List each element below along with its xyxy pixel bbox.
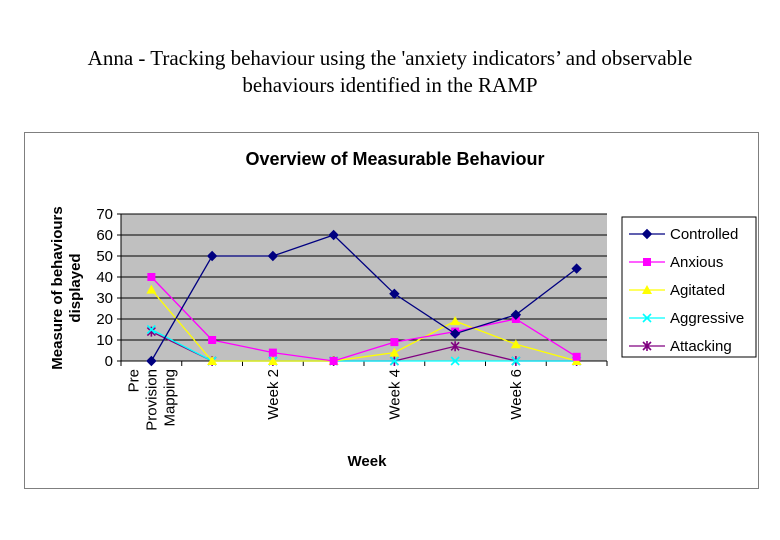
x-tick-label: Week 6 — [508, 369, 525, 420]
data-point-controlled — [510, 309, 522, 321]
legend-item-anxious: Anxious — [629, 254, 723, 271]
y-tick-label: 0 — [105, 353, 113, 370]
data-point-agitated — [146, 284, 157, 294]
y-tick-label: 50 — [96, 248, 113, 265]
legend-swatch-marker — [642, 341, 652, 351]
legend: Controlled Anxious Agitated Aggressive Attac… — [621, 216, 757, 358]
x-tick-label-line: Provision — [143, 369, 160, 431]
data-point-attacking — [146, 326, 156, 337]
page-heading-line-1: Anna - Tracking behaviour using the 'anx… — [87, 46, 693, 70]
data-point-aggressive — [511, 356, 521, 366]
legend-item-controlled: Controlled — [629, 226, 738, 243]
data-point-agitated — [207, 356, 218, 365]
plot-area — [121, 214, 607, 361]
x-tick-label: Week 4 — [386, 369, 403, 420]
y-axis-title-line-2: displayed — [67, 253, 84, 322]
data-point-controlled — [449, 328, 461, 339]
series-line-controlled — [150, 234, 578, 362]
y-tick-label: 30 — [96, 290, 113, 307]
chart-title: Overview of Measurable Behaviour — [245, 149, 544, 169]
data-point-agitated — [450, 316, 461, 326]
x-tick-label-line: Pre — [125, 369, 142, 392]
legend-swatch-marker — [641, 228, 653, 240]
series-line-anxious — [150, 276, 577, 362]
y-tick-label: 60 — [96, 227, 113, 244]
line-chart: Overview of Measurable Behaviour Measure… — [49, 149, 757, 470]
legend-swatch-marker — [643, 258, 651, 266]
chart-frame: Overview of Measurable Behaviour Measure… — [24, 132, 759, 489]
legend-label: Agitated — [670, 282, 725, 299]
data-point-aggressive — [389, 356, 399, 366]
legend-item-aggressive: Aggressive — [629, 310, 744, 327]
data-point-agitated — [389, 347, 400, 357]
data-point-anxious — [572, 352, 581, 361]
data-point-anxious — [390, 338, 399, 347]
legend-label: Aggressive — [670, 310, 744, 327]
x-tick-label-line: Mapping — [161, 369, 178, 427]
data-point-aggressive — [146, 324, 156, 335]
page-heading-line-2: behaviours identified in the RAMP — [242, 73, 538, 97]
y-tick-label: 70 — [96, 206, 113, 223]
legend-label: Controlled — [670, 226, 738, 243]
data-point-anxious — [329, 357, 338, 365]
gridlines — [121, 213, 607, 341]
y-tick-labels: 0 10 20 30 40 50 60 70 — [96, 206, 113, 370]
data-point-anxious — [268, 348, 277, 357]
data-point-anxious — [208, 336, 217, 344]
data-point-controlled — [267, 250, 279, 262]
y-tick-label: 20 — [96, 311, 113, 328]
series-controlled — [146, 229, 582, 367]
y-tick-label: 40 — [96, 269, 113, 286]
legend-label: Anxious — [670, 254, 723, 271]
series-lines — [146, 229, 582, 367]
data-point-controlled — [146, 355, 157, 367]
legend-swatch-marker — [642, 313, 652, 323]
x-tick-label-line: Week 6 — [508, 369, 525, 420]
data-point-controlled — [571, 263, 582, 274]
legend-item-attacking: Attacking — [629, 338, 732, 355]
y-tick-label: 10 — [96, 332, 113, 349]
data-point-attacking — [450, 341, 460, 352]
x-tick-label-line: Week 4 — [386, 369, 403, 420]
y-axis-title: Measure of behaviours displayed — [49, 206, 84, 369]
x-axis-title: Week — [348, 453, 388, 470]
x-tick-label: Week 2 — [265, 369, 282, 420]
legend-label: Attacking — [670, 338, 732, 355]
legend-box — [621, 216, 757, 358]
data-point-anxious — [147, 273, 156, 281]
data-point-controlled — [389, 288, 400, 300]
x-tick-labels: Pre Provision Mapping Week 2 Week 4 Week 6 — [125, 369, 525, 431]
data-point-agitated — [510, 339, 521, 349]
data-point-agitated — [267, 356, 278, 365]
series-line-agitated — [150, 289, 577, 362]
legend-item-agitated: Agitated — [629, 282, 725, 299]
data-point-aggressive — [450, 356, 460, 366]
x-tick-label-line: Week 2 — [265, 369, 282, 420]
legend-swatch-marker — [642, 285, 652, 294]
x-tick-label: Pre Provision Mapping — [125, 369, 178, 431]
page-heading: Anna - Tracking behaviour using the 'anx… — [0, 45, 780, 99]
y-axis-title-line-1: Measure of behaviours — [49, 206, 66, 369]
data-point-controlled — [206, 250, 218, 262]
data-point-controlled — [328, 229, 339, 241]
